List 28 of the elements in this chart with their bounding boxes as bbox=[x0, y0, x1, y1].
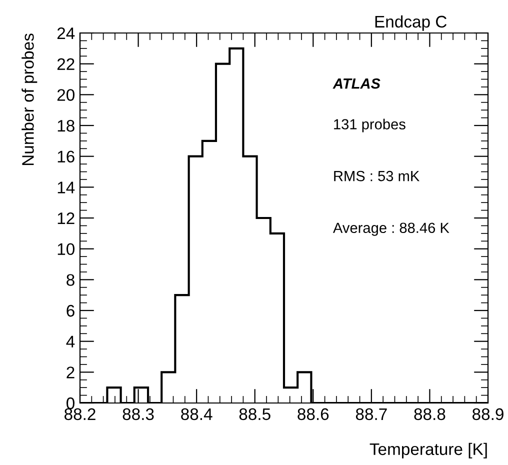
x-tick-label: 88.6 bbox=[298, 408, 329, 420]
y-tick-label: 20 bbox=[57, 89, 74, 101]
y-tick-label: 8 bbox=[66, 274, 74, 286]
x-tick-label: 88.9 bbox=[472, 408, 504, 420]
y-tick-label: 6 bbox=[66, 304, 74, 317]
y-tick-label: 10 bbox=[58, 243, 74, 256]
y-tick-label: 4 bbox=[66, 336, 75, 348]
y-tick-label: 16 bbox=[58, 150, 74, 163]
x-axis-title: Temperature [K] bbox=[370, 442, 487, 458]
chart-title: Endcap C bbox=[375, 15, 447, 31]
y-tick-label: 24 bbox=[57, 27, 75, 40]
y-tick-label: 18 bbox=[58, 120, 74, 132]
annotation: RMS : 53 mK bbox=[334, 170, 420, 182]
x-tick-label: 88.5 bbox=[239, 408, 270, 420]
x-tick-label: 88.3 bbox=[122, 408, 154, 420]
x-tick-label: 88.7 bbox=[356, 408, 387, 420]
x-tick-label: 88.8 bbox=[414, 408, 446, 420]
y-tick-label: 22 bbox=[57, 58, 74, 70]
y-tick-label: 0 bbox=[66, 397, 74, 410]
y-tick-label: 12 bbox=[58, 212, 74, 224]
y-tick-label: 2 bbox=[66, 366, 74, 378]
annotation: 131 probes bbox=[334, 118, 406, 132]
y-tick-label: 14 bbox=[58, 182, 75, 194]
annotation: Average : 88.46 K bbox=[332, 222, 450, 236]
x-tick-label: 88.4 bbox=[181, 408, 212, 420]
annotation: ATLAS bbox=[332, 78, 380, 89]
x-tick-label: 88.2 bbox=[64, 408, 96, 420]
y-axis-title: Number of probes bbox=[22, 34, 38, 166]
